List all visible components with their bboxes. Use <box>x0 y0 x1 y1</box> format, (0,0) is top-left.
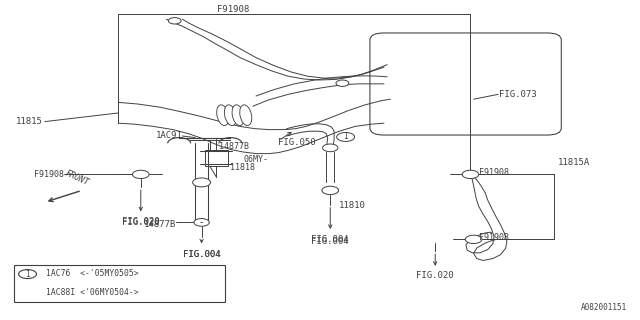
Text: 1: 1 <box>343 132 348 141</box>
Text: F91908: F91908 <box>218 5 250 14</box>
Circle shape <box>323 144 338 152</box>
Circle shape <box>337 132 355 141</box>
Text: 1AC76  <-'05MY0505>: 1AC76 <-'05MY0505> <box>46 269 139 278</box>
Ellipse shape <box>240 105 252 125</box>
Ellipse shape <box>232 105 244 125</box>
Ellipse shape <box>225 105 236 125</box>
Text: 11815A: 11815A <box>558 158 590 167</box>
Circle shape <box>462 170 479 179</box>
Text: 1AC91: 1AC91 <box>156 132 182 140</box>
Circle shape <box>322 186 339 195</box>
Text: 14877B: 14877B <box>144 220 176 229</box>
Circle shape <box>132 170 149 179</box>
Text: 11818: 11818 <box>230 163 255 172</box>
Ellipse shape <box>217 105 228 125</box>
Text: 1: 1 <box>25 269 30 279</box>
Bar <box>14 265 225 302</box>
FancyBboxPatch shape <box>370 33 561 135</box>
Circle shape <box>336 80 349 86</box>
Text: FIG.004: FIG.004 <box>312 235 349 244</box>
Text: FIG.020: FIG.020 <box>417 271 454 280</box>
Circle shape <box>465 235 482 244</box>
Circle shape <box>194 219 209 226</box>
Text: A082001151: A082001151 <box>581 303 627 312</box>
Circle shape <box>193 178 211 187</box>
Text: FIG.020: FIG.020 <box>122 217 159 226</box>
Bar <box>205 150 228 166</box>
Text: F91908: F91908 <box>479 168 509 177</box>
Text: 11810: 11810 <box>339 201 366 210</box>
Text: -: - <box>200 217 204 228</box>
Text: FRONT: FRONT <box>64 168 90 187</box>
Text: 06MY-: 06MY- <box>243 156 268 164</box>
Text: FIG.004: FIG.004 <box>183 250 220 259</box>
Text: 11815: 11815 <box>16 117 43 126</box>
Text: F91908: F91908 <box>479 233 509 242</box>
Text: FIG.020: FIG.020 <box>122 218 159 227</box>
Text: FIG.004: FIG.004 <box>183 250 220 259</box>
Circle shape <box>168 18 181 24</box>
Text: FIG.004: FIG.004 <box>312 237 349 246</box>
Text: FIG.050: FIG.050 <box>278 138 316 147</box>
Circle shape <box>19 269 36 278</box>
Text: F91908: F91908 <box>34 170 64 179</box>
Text: FIG.073: FIG.073 <box>499 90 537 99</box>
Text: 1AC88I <'06MY0504->: 1AC88I <'06MY0504-> <box>46 288 139 297</box>
Text: 14877B: 14877B <box>219 142 249 151</box>
